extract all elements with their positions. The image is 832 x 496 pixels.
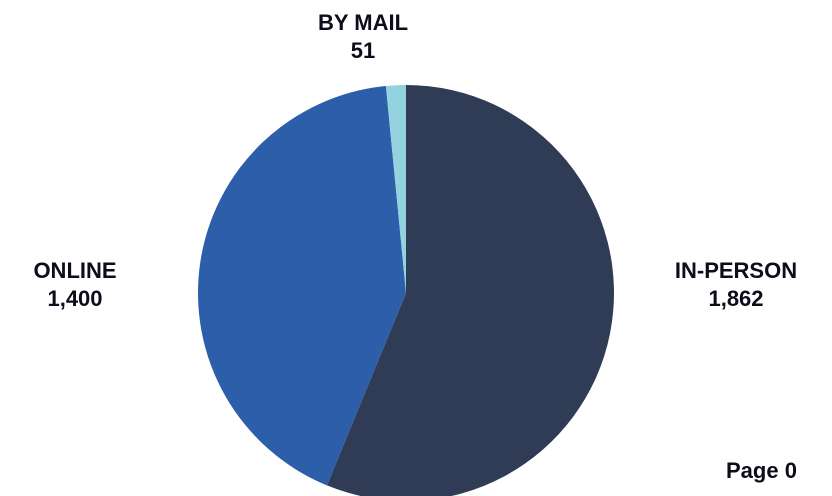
pie-slice-online <box>197 85 406 486</box>
pie-slice-in-person <box>326 85 614 496</box>
pie-slice-by-mail <box>385 85 406 293</box>
slice-label-by-mail: BY MAIL <box>318 10 408 35</box>
slice-value-online: 1,400 <box>47 286 102 311</box>
slice-label-online: ONLINE <box>33 258 116 283</box>
page-number: Page 0 <box>726 458 797 483</box>
slice-value-in-person: 1,862 <box>708 286 763 311</box>
slice-value-by-mail: 51 <box>351 38 375 63</box>
slice-label-in-person: IN-PERSON <box>675 258 797 283</box>
